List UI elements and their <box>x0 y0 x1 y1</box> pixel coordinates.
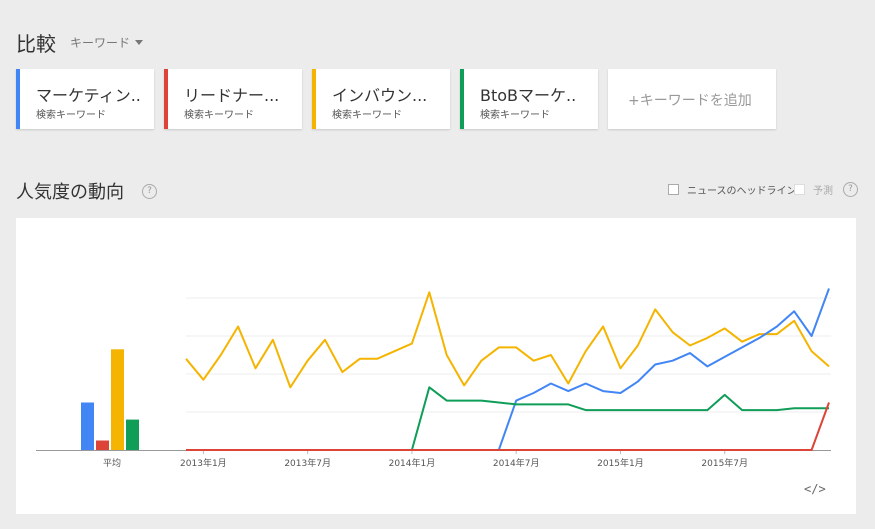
checkbox-icon[interactable] <box>794 184 805 195</box>
keyword-label: リードナー... <box>184 86 280 105</box>
keyword-label: BtoBマーケ.. <box>480 86 577 105</box>
keyword-card-4[interactable]: BtoBマーケ.. 検索キーワード <box>460 69 598 129</box>
average-bar <box>96 440 109 450</box>
trend-chart: 平均 2013年1月 2013年7月 2014年1月 2014年7月 2015年1月 201… <box>36 288 831 469</box>
average-bar <box>111 349 124 450</box>
x-tick-label: 2015年7月 <box>701 457 748 469</box>
compare-header: 比較 キーワード <box>16 28 144 57</box>
keyword-label: インバウン... <box>332 86 428 105</box>
interest-section-header: 人気度の動向 ? <box>16 178 157 204</box>
keyword-type-dropdown[interactable]: キーワード <box>70 34 144 51</box>
help-icon[interactable]: ? <box>142 183 157 199</box>
checkbox-icon[interactable] <box>668 184 679 195</box>
news-headlines-toggle[interactable]: ニュースのヘッドライン <box>668 182 797 197</box>
x-tick-label: 2014年1月 <box>389 457 436 469</box>
forecast-toggle[interactable]: 予測 ? <box>794 182 858 197</box>
news-headlines-label: ニュースのヘッドライン <box>687 186 797 197</box>
keyword-type: 検索キーワード <box>480 110 550 121</box>
x-tick-label: 2015年1月 <box>597 457 644 469</box>
keyword-type: 検索キーワード <box>332 110 402 121</box>
help-icon[interactable]: ? <box>843 182 858 197</box>
series-line <box>185 291 830 389</box>
keyword-card-1[interactable]: マーケティン.. 検索キーワード <box>16 69 154 129</box>
average-bar <box>126 419 139 450</box>
average-label: 平均 <box>103 457 121 469</box>
series-line <box>186 386 829 451</box>
forecast-label: 予測 <box>813 186 833 197</box>
caret-down-icon <box>135 40 144 45</box>
embed-code-button[interactable]: </> <box>804 482 826 496</box>
x-tick-label: 2013年7月 <box>284 457 331 469</box>
keyword-type: 検索キーワード <box>184 110 254 121</box>
keyword-type: 検索キーワード <box>36 110 106 121</box>
add-keyword-label: +キーワードを追加 <box>628 93 752 109</box>
keyword-card-3[interactable]: インバウン... 検索キーワード <box>312 69 450 129</box>
series-line <box>186 288 830 451</box>
average-bar <box>81 402 94 450</box>
x-tick-label: 2013年1月 <box>180 457 227 469</box>
chart-panel: 平均 2013年1月 2013年7月 2014年1月 2014年7月 2015年1月 201… <box>16 218 856 514</box>
keyword-card-2[interactable]: リードナー... 検索キーワード <box>164 69 302 129</box>
add-keyword-button[interactable]: +キーワードを追加 <box>608 69 776 129</box>
x-tick-label: 2014年7月 <box>493 457 540 469</box>
series-line <box>186 402 830 451</box>
section-title: 人気度の動向 <box>16 182 124 203</box>
dropdown-label: キーワード <box>70 36 131 50</box>
page-title: 比較 <box>16 32 56 56</box>
keyword-label: マーケティン.. <box>36 86 141 105</box>
